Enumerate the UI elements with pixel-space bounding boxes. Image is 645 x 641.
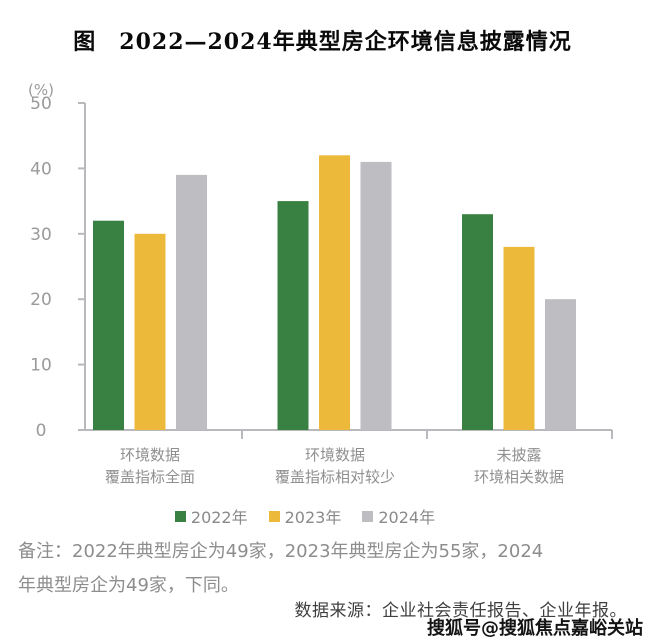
chart-note: 备注：2022年典型房企为49家，2023年典型房企为55家，2024 年典型房… — [18, 535, 633, 603]
bar-2023年-category-2 — [319, 155, 350, 431]
bar-chart: 01020304050(%)环境数据覆盖指标全面环境数据覆盖指标相对较少未披露环… — [28, 81, 613, 486]
bar-2022年-category-3 — [462, 214, 493, 430]
chart-note-line1: 备注：2022年典型房企为49家，2023年典型房企为55家，2024 — [18, 541, 544, 562]
legend-swatch-2022 — [174, 510, 186, 522]
bar-2024年-category-2 — [360, 161, 392, 430]
chart-legend: 2022年 2023年 2024年 — [85, 504, 525, 528]
data-source: 数据来源：企业社会责任报告、企业年报。 — [294, 601, 627, 621]
y-tick-label: 20 — [30, 290, 52, 310]
bar-2024年-category-1 — [176, 174, 207, 430]
bar-2023年-category-3 — [503, 246, 535, 430]
legend-swatch-2023 — [268, 510, 280, 522]
category-label-line1: 未披露 — [496, 446, 541, 464]
chart-title: 图 2022—2024年典型房企环境信息披露情况 — [73, 29, 572, 55]
legend-item-2024: 2024年 — [362, 504, 435, 528]
watermark: 搜狐号@搜狐焦点嘉峪关站 — [427, 618, 643, 639]
y-tick-label: 30 — [30, 225, 52, 245]
bar-2022年-category-2 — [277, 201, 309, 430]
legend-label-2022: 2022年 — [190, 508, 248, 527]
legend-item-2022: 2022年 — [174, 504, 248, 528]
legend-swatch-2024 — [362, 510, 374, 522]
bar-2023年-category-1 — [134, 233, 166, 430]
y-tick-label: 50 — [30, 94, 52, 114]
legend-label-2023: 2023年 — [284, 508, 342, 527]
y-tick-label: 0 — [36, 421, 47, 441]
legend-item-2023: 2023年 — [268, 504, 342, 528]
category-label-line2: 覆盖指标全面 — [105, 468, 195, 486]
category-label-line2: 覆盖指标相对较少 — [275, 468, 395, 486]
y-tick-label: 10 — [30, 356, 52, 376]
bar-2024年-category-3 — [545, 299, 576, 430]
category-label-line2: 环境相关数据 — [474, 468, 564, 486]
category-label-line1: 环境数据 — [120, 446, 180, 464]
category-label-line1: 环境数据 — [305, 446, 365, 464]
legend-label-2024: 2024年 — [378, 508, 436, 527]
bar-2022年-category-1 — [93, 220, 124, 430]
chart-note-line2: 年典型房企为49家，下同。 — [18, 575, 239, 596]
y-tick-label: 40 — [30, 159, 52, 179]
y-axis-unit-label: (%) — [28, 81, 54, 99]
